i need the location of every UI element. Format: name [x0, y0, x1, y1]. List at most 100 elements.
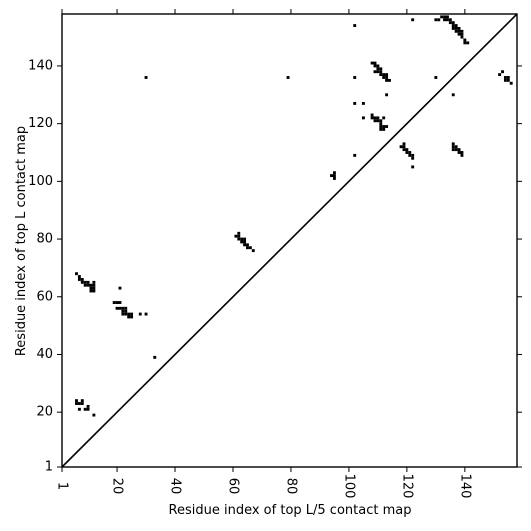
contact-cell [411, 18, 415, 22]
contact-cell [408, 153, 412, 157]
contact-cell [440, 15, 444, 19]
contact-cell [379, 127, 383, 131]
x-tick-label: 120 [399, 474, 414, 499]
contact-cell [454, 148, 458, 152]
contact-cell [382, 127, 386, 131]
contact-cell [86, 283, 90, 287]
contact-cell [112, 301, 116, 304]
contact-cell [86, 280, 90, 284]
contact-cell [77, 407, 81, 411]
contact-cell [506, 76, 510, 79]
contact-cell [370, 61, 374, 65]
contact-cell [80, 399, 84, 403]
contact-cell [451, 93, 455, 97]
contact-cell [144, 76, 148, 79]
contact-cell [237, 237, 241, 241]
contacts-layer [75, 15, 513, 417]
contact-cell [385, 78, 389, 82]
contact-cell [443, 18, 446, 22]
contact-cell [379, 73, 383, 77]
contact-cell [451, 26, 455, 30]
contact-cell [248, 246, 252, 250]
contact-cell [460, 151, 464, 154]
contact-cell [379, 119, 383, 123]
contact-cell [451, 21, 455, 25]
contact-cell [246, 246, 249, 250]
contact-cell [353, 153, 357, 157]
contact-cell [373, 61, 377, 65]
contact-cell [92, 280, 96, 284]
contact-cell [115, 301, 119, 304]
contact-cell [92, 289, 96, 293]
contact-cell [411, 153, 415, 157]
contact-cell [75, 402, 78, 405]
contact-cell [434, 18, 438, 22]
contact-cell [503, 76, 507, 79]
contact-cell [124, 309, 128, 313]
plot-frame [61, 13, 518, 468]
contact-cell [411, 165, 415, 169]
contact-cell [411, 156, 415, 160]
contact-cell [118, 306, 122, 310]
contact-cell [130, 315, 134, 319]
contact-cell [460, 29, 464, 33]
contact-cell [115, 306, 119, 310]
contact-cell [446, 18, 449, 22]
contact-cell [370, 116, 374, 120]
x-axis-title: Residue index of top L/5 contact map [169, 503, 412, 518]
y-tick-label: 1 [45, 460, 53, 475]
contact-cell [370, 113, 374, 117]
contact-cell [332, 177, 336, 180]
y-tick-label: 140 [28, 58, 53, 73]
contact-cell [240, 237, 244, 241]
contact-cell [332, 171, 336, 175]
contact-cell [379, 67, 383, 71]
contact-cell [92, 286, 96, 290]
x-tick-label: 60 [225, 478, 240, 495]
contact-cell [501, 70, 504, 74]
contact-cell [353, 102, 357, 105]
contact-cell [457, 26, 461, 30]
contact-cell [373, 116, 377, 120]
contact-cell [75, 272, 78, 276]
contact-cell [234, 234, 238, 238]
contact-cell [89, 289, 93, 293]
contact-cell [83, 283, 87, 287]
contact-cell [376, 64, 380, 68]
contact-cell [118, 301, 122, 304]
contact-cell [86, 407, 90, 411]
contact-cell [86, 404, 90, 408]
contact-cell [379, 122, 383, 126]
contact-cell [385, 73, 389, 77]
x-tick-label: 1 [55, 482, 70, 490]
contact-cell [451, 24, 455, 27]
contact-cell [454, 29, 458, 33]
contact-cell [437, 18, 441, 22]
contact-cell [405, 151, 409, 154]
contact-cell [408, 151, 412, 154]
contact-cell [127, 312, 131, 316]
contact-cell [373, 70, 377, 74]
contact-cell [388, 78, 391, 82]
contact-cell [466, 41, 470, 45]
contact-cell [463, 41, 467, 45]
contact-cell [121, 312, 125, 316]
contact-cell [243, 237, 247, 241]
contact-cell [454, 24, 458, 27]
x-tick-label: 80 [283, 478, 298, 495]
contact-cell [124, 312, 128, 316]
contact-cell [243, 240, 247, 244]
contact-cell [75, 399, 78, 403]
contact-cell [503, 78, 507, 82]
contact-cell [80, 402, 84, 405]
y-tick-label: 40 [36, 347, 53, 362]
contact-cell [127, 315, 131, 319]
contact-cell [89, 286, 93, 290]
contact-cell [118, 286, 122, 290]
contact-cell [332, 174, 336, 178]
contact-cell [240, 240, 244, 244]
contact-cell [463, 38, 467, 42]
contact-cell [451, 142, 455, 146]
y-tick-label: 120 [28, 116, 53, 131]
